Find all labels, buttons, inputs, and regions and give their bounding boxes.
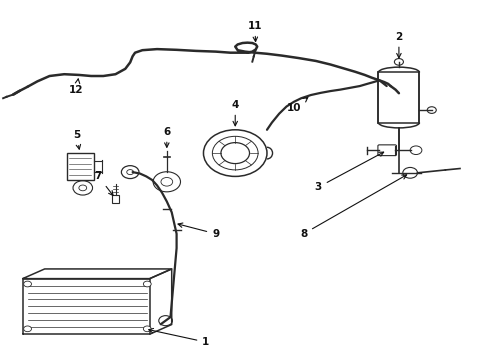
Circle shape — [24, 281, 31, 287]
Text: 11: 11 — [247, 21, 262, 41]
Circle shape — [144, 326, 151, 332]
Text: 5: 5 — [73, 130, 80, 149]
Text: 8: 8 — [300, 175, 407, 239]
Text: 2: 2 — [395, 32, 403, 58]
Text: 7: 7 — [95, 171, 113, 195]
Bar — [378, 72, 419, 123]
Text: 9: 9 — [178, 223, 219, 239]
Text: 3: 3 — [315, 152, 384, 192]
Text: 10: 10 — [287, 98, 308, 113]
Circle shape — [24, 326, 31, 332]
Bar — [67, 153, 94, 180]
Text: 12: 12 — [69, 79, 84, 95]
Bar — [112, 195, 120, 203]
Circle shape — [144, 281, 151, 287]
Text: 6: 6 — [163, 127, 171, 147]
Text: 1: 1 — [149, 328, 210, 347]
Text: 4: 4 — [232, 100, 239, 126]
